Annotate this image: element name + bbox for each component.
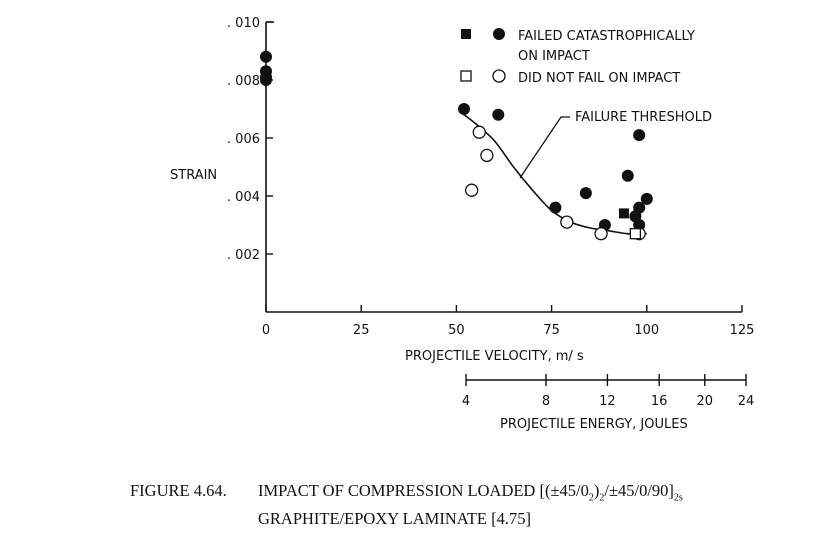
caption-line-1: IMPACT OF COMPRESSION LOADED [(±45/02)2/… — [258, 481, 683, 504]
x-ticks: 0 25 50 75 100 125 — [262, 305, 755, 338]
failed-circle-point — [633, 201, 646, 214]
caption-line-2: GRAPHITE/EPOXY LAMINATE [4.75] — [258, 509, 531, 529]
legend-filled-circle-marker — [493, 28, 505, 40]
x-tick-label: 0 — [262, 323, 270, 338]
not-failed-circle-point — [472, 125, 486, 139]
failed-circle-point — [640, 192, 653, 205]
data-points — [260, 50, 653, 241]
legend-failed-line2: ON IMPACT — [518, 49, 590, 64]
failed-circle-point — [549, 201, 562, 214]
figure-caption: FIGURE 4.64. IMPACT OF COMPRESSION LOADE… — [130, 480, 810, 529]
failed-circle-point — [579, 187, 592, 200]
not-failed-circle-point — [480, 148, 494, 163]
legend-open-square-marker — [460, 70, 472, 82]
failed-circle-point — [492, 108, 505, 121]
legend-failed-line1: FAILED CATASTROPHICALLY — [518, 29, 695, 44]
energy-tick-label: 20 — [696, 394, 713, 409]
failed-circle-point — [458, 103, 471, 115]
energy-tick-label: 4 — [462, 394, 470, 409]
failed-circle-point — [621, 169, 634, 182]
y-tick-label: . 008 — [227, 74, 260, 89]
x-axis-label: PROJECTILE VELOCITY, m/ s — [405, 349, 584, 364]
not-failed-square-point — [629, 228, 642, 240]
figure-number: FIGURE 4.64. — [130, 481, 227, 500]
legend-not-failed-label: DID NOT FAIL ON IMPACT — [518, 71, 680, 86]
failed-square-point — [618, 208, 629, 219]
failed-circle-point — [260, 50, 272, 63]
not-failed-circle-point — [464, 183, 479, 197]
y-tick-label: . 004 — [227, 190, 260, 205]
y-tick-label: . 002 — [227, 248, 260, 263]
energy-ticks: 4 8 12 16 20 24 — [462, 374, 754, 409]
failure-threshold-label: FAILURE THRESHOLD — [575, 110, 712, 125]
x-tick-label: 125 — [730, 323, 755, 338]
energy-tick-label: 8 — [542, 394, 550, 409]
legend: FAILED CATASTROPHICALLY ON IMPACT DID NO… — [460, 28, 695, 86]
x-tick-label: 100 — [634, 323, 659, 338]
x-tick-label: 25 — [353, 323, 370, 338]
y-axis-label: STRAIN — [170, 168, 217, 183]
failure-threshold-curve — [459, 111, 647, 235]
x-tick-label: 50 — [448, 323, 465, 338]
legend-open-circle-marker — [492, 69, 506, 83]
x-tick-label: 75 — [543, 323, 560, 338]
y-tick-label: . 006 — [227, 132, 260, 147]
energy-axis-label: PROJECTILE ENERGY, JOULES — [500, 417, 688, 432]
failed-circle-point — [633, 129, 646, 142]
not-failed-circle-point — [594, 227, 608, 241]
y-tick-label: . 010 — [227, 16, 260, 31]
impact-strain-chart: . 002. 004. 006. 008. 010 0 25 50 75 100 125 … — [170, 16, 755, 432]
legend-filled-square-marker — [461, 29, 471, 39]
not-failed-circle-point — [560, 215, 574, 229]
energy-tick-label: 16 — [651, 394, 668, 409]
failed-circle-point — [260, 74, 272, 86]
failure-threshold-leader — [519, 116, 570, 179]
energy-tick-label: 24 — [738, 394, 755, 409]
energy-tick-label: 12 — [599, 394, 616, 409]
y-ticks: . 002 . 004 . 006 . 008 . 010 — [227, 16, 273, 263]
